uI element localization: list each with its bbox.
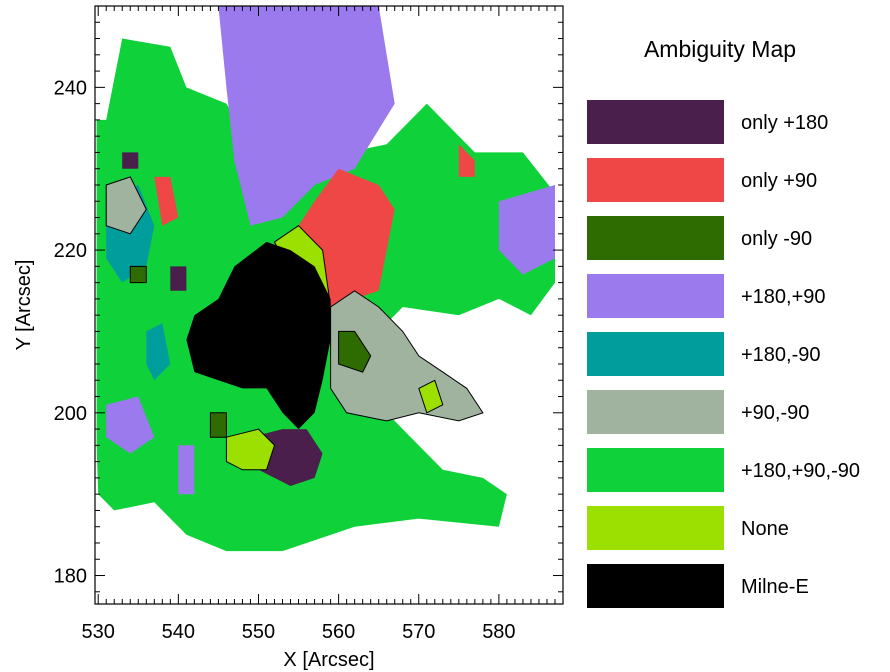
- y-tick-label: 200: [54, 403, 87, 425]
- legend-swatch: [587, 158, 724, 202]
- legend-swatch: [587, 448, 724, 492]
- x-tick-label: 550: [242, 621, 275, 643]
- region-only-90-12: [338, 330, 372, 373]
- region-180-90-4: [178, 445, 195, 495]
- legend-label: +180,-90: [741, 344, 821, 366]
- region-180-90-1: [218, 6, 395, 226]
- legend-label: only +90: [741, 170, 817, 192]
- region-only-90-8: [154, 176, 179, 226]
- region-180-90-3: [106, 396, 155, 454]
- legend-swatch: [587, 564, 724, 608]
- x-tick-label: 580: [482, 621, 515, 643]
- legend-title: Ambiguity Map: [644, 36, 796, 62]
- legend-swatch: [587, 506, 724, 550]
- legend-label: +90,-90: [741, 402, 809, 424]
- y-tick-label: 180: [54, 566, 87, 588]
- y-axis-label: Y [Arcsec]: [13, 260, 35, 351]
- region-only-90-14: [129, 265, 147, 284]
- region-90-90-10: [330, 290, 484, 422]
- legend-label: Milne-E: [741, 576, 809, 598]
- region-180-90-2: [498, 185, 555, 275]
- legend-label: only -90: [741, 228, 812, 250]
- region-only-180-17: [170, 266, 187, 291]
- region-none-20: [418, 379, 444, 414]
- legend-label: +180,+90: [741, 286, 826, 308]
- region-only-90-9: [458, 144, 475, 177]
- region-none-18: [225, 428, 276, 471]
- region-180-90-6: [146, 323, 171, 381]
- axis-ticks: 530 540 550 560 570 580 180 200 220 240: [54, 5, 564, 643]
- region-only-180-16: [122, 152, 139, 169]
- region-milne-e-21: [186, 241, 331, 430]
- x-tick-label: 570: [402, 621, 435, 643]
- plot-frame: [94, 5, 564, 605]
- legend-swatch: [587, 216, 724, 260]
- map-regions: [96, 6, 555, 552]
- y-tick-label: 240: [54, 77, 87, 99]
- legend-label: only +180: [741, 112, 828, 134]
- x-tick-label: 560: [322, 621, 355, 643]
- legend-label: None: [741, 518, 789, 540]
- y-tick-label: 220: [54, 240, 87, 262]
- legend-swatch: [587, 274, 724, 318]
- legend-swatch: [587, 332, 724, 376]
- legend-swatch: [587, 390, 724, 434]
- legend-label: +180,+90,-90: [741, 460, 860, 482]
- legend: only +180 only +90 only -90 +180,+90 +180,-9…: [587, 100, 860, 608]
- x-tick-label: 540: [162, 621, 195, 643]
- x-axis-label: X [Arcsec]: [283, 649, 374, 671]
- region-90-90-11: [105, 176, 147, 235]
- x-tick-label: 530: [82, 621, 115, 643]
- legend-swatch: [587, 100, 724, 144]
- region-only-90-13: [209, 412, 227, 438]
